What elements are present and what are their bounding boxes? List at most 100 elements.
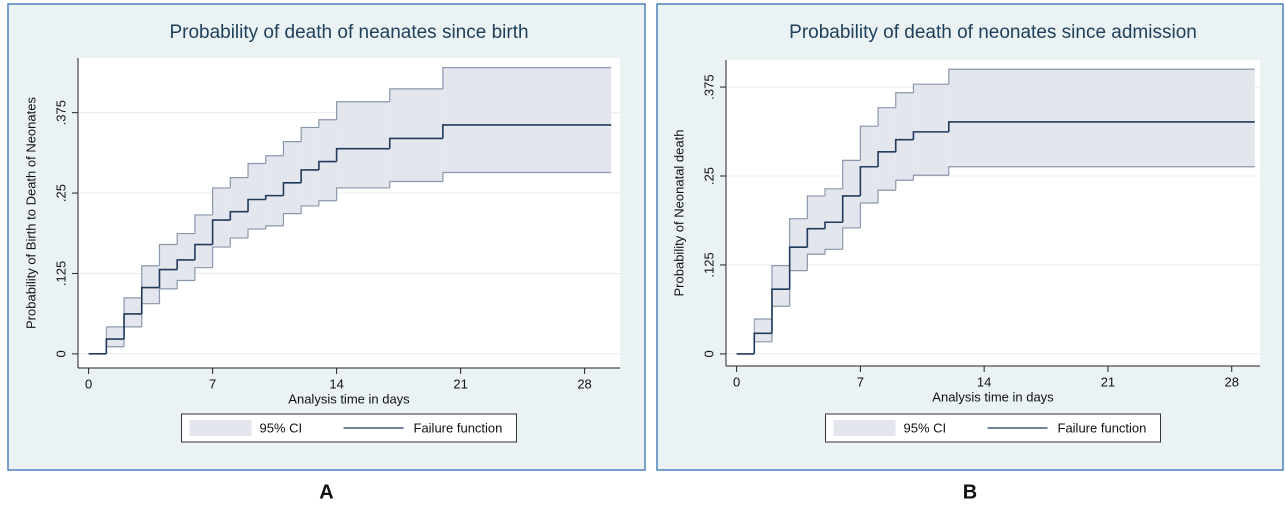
panel-label: B [963,481,977,503]
failure-step [140,286,160,314]
legend-swatch [833,420,896,436]
ci-band [141,265,160,304]
failure-step [442,124,612,139]
y-tick-label: .125 [53,261,68,286]
ci-edge [336,101,390,120]
x-tick-label: 21 [453,376,467,391]
failure-step [753,332,772,354]
failure-step [806,227,826,248]
ci-edge [212,246,231,268]
ci-band [771,265,790,307]
failure-step [318,160,337,170]
ci-band [860,126,879,204]
ci-band [948,69,1255,167]
ci-edge [282,141,302,156]
panel-label: A [319,481,333,503]
ci-band [159,244,178,289]
ci-edge [877,107,896,127]
ci-band [283,141,302,214]
ci-band [212,187,231,248]
ci-edge [859,125,879,161]
ci-band [177,233,195,281]
legend-label: 95% CI [904,420,947,435]
ci-edge [158,243,178,266]
failure-step [859,165,879,196]
ci-edge [212,187,231,215]
x-tick-label: 28 [1224,374,1238,389]
failure-step [335,147,390,162]
ci-edge [318,119,337,128]
failure-step [264,194,284,200]
chart-title: Probability of death of neanates since b… [169,22,528,43]
ci-edge [442,67,612,89]
failure-step [247,198,266,212]
x-tick-label: 21 [1101,374,1115,389]
ci-edge [282,213,302,226]
ci-band [265,155,284,226]
ci-edge [842,159,861,189]
ci-edge [229,177,249,188]
x-tick-label: 14 [977,374,991,389]
y-tick-label: .25 [701,167,716,185]
failure-step [771,288,790,334]
y-tick-label: .25 [53,184,68,202]
ci-edge [247,162,266,178]
ci-band [301,127,319,206]
failure-step [123,313,142,340]
failure-step [947,121,1255,132]
ci-edge [194,214,213,234]
ci-edge [389,180,443,188]
ci-band [230,177,249,239]
ci-edge [158,288,178,304]
failure-step [877,151,896,167]
x-tick-label: 0 [733,374,740,389]
ci-edge [194,267,213,281]
ci-band [913,84,949,176]
x-axis-label: Analysis time in days [932,389,1054,404]
y-tick-label: .375 [53,100,68,125]
x-axis-label: Analysis time in days [288,391,410,406]
chart-title: Probability of death of neonates since a… [789,22,1197,43]
ci-edge [265,155,284,164]
legend-label: Failure function [414,420,503,435]
ci-edge [176,279,195,289]
ci-edge [442,171,612,182]
ci-edge [176,232,195,245]
failure-step [105,338,125,354]
ci-edge [824,188,843,196]
failure-step [282,181,302,196]
ci-edge [859,202,879,228]
ci-band [842,160,861,228]
failure-step [229,210,249,221]
ci-band [106,326,125,347]
ci-edge [806,253,826,271]
failure-step [211,219,231,245]
x-tick-label: 7 [209,376,216,391]
ci-band [825,188,843,250]
ci-edge [842,227,861,250]
ci-band [336,101,390,188]
ci-band [895,92,914,181]
ci-band [789,218,808,271]
ci-edge [912,83,949,93]
x-tick-label: 14 [329,376,343,391]
ci-band [389,88,443,182]
ci-band [442,67,612,173]
failure-step [841,195,861,223]
ci-edge [877,189,896,204]
legend-label: Failure function [1058,420,1147,435]
ci-edge [895,179,914,191]
ci-edge [824,248,843,255]
failure-step [824,221,843,229]
ci-edge [912,174,949,181]
x-tick-label: 0 [85,376,92,391]
y-axis-label: Probability of Birth to Death of Neonate… [23,97,38,329]
ci-edge [389,88,443,102]
failure-step [300,169,319,183]
ci-band [878,107,896,191]
ci-band [807,195,826,255]
ci-edge [300,126,319,142]
ci-edge [265,225,284,230]
legend-swatch [189,420,252,436]
